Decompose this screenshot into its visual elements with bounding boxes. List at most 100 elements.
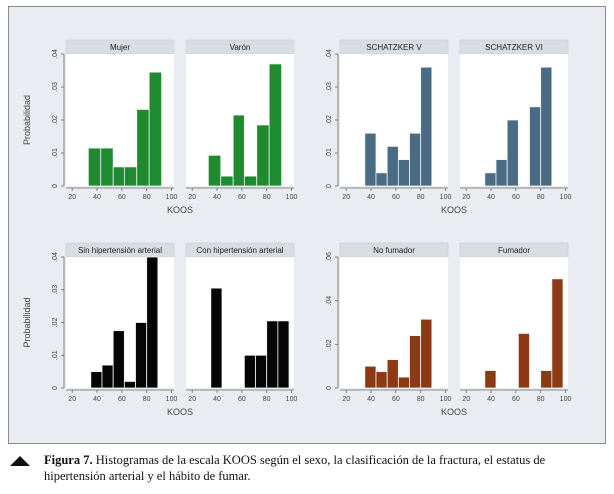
x-tick-label: 60	[118, 194, 126, 201]
x-tick-label: 40	[213, 194, 221, 201]
x-tick-label: 60	[238, 396, 246, 403]
histogram-bar	[123, 381, 136, 389]
histogram-bar	[207, 154, 222, 187]
x-tick-label: 40	[93, 396, 101, 403]
panel-fumador: Fumador 20 40 60 80 100	[459, 242, 572, 403]
histogram-bar	[484, 370, 497, 389]
y-tick-label: .06	[326, 252, 333, 262]
caption-text-block: Figura 7. Histogramas de la escala KOOS …	[44, 452, 604, 484]
histogram-bar	[495, 159, 508, 187]
x-tick-label: 60	[512, 396, 520, 403]
histogram-bar	[420, 318, 433, 389]
x-tick-label: 100	[440, 194, 452, 201]
caption-triangle-icon	[10, 456, 30, 466]
histogram-bar	[135, 322, 148, 389]
panel-sin-hipertensión-arterial: Sin hipertensión arterial 20 40 60 80 100	[65, 242, 177, 403]
histogram-bar	[255, 354, 268, 389]
figure-caption: Figura 7. Histogramas de la escala KOOS …	[10, 452, 604, 484]
x-axis-title: KOOS	[441, 407, 467, 417]
plot-area	[460, 257, 568, 388]
y-tick-label: .01	[52, 148, 59, 158]
histogram-bar	[243, 175, 258, 187]
x-tick-label: 80	[263, 396, 271, 403]
x-tick-label: 100	[440, 396, 452, 403]
y-tick-label: 0	[52, 386, 59, 390]
caption-label: Figura 7.	[44, 453, 93, 467]
histogram-bar	[540, 370, 553, 389]
y-tick-label: 0	[326, 184, 333, 188]
histogram-bar	[148, 71, 162, 187]
panel-title: No fumador	[373, 246, 415, 255]
y-tick-label: .04	[326, 296, 333, 306]
x-tick-label: 80	[417, 194, 425, 201]
panel-title: SCHATZKER V	[366, 43, 422, 52]
x-tick-label: 60	[512, 194, 520, 201]
y-tick-label: 0	[52, 184, 59, 188]
x-tick-label: 40	[213, 396, 221, 403]
x-axis-title: KOOS	[167, 205, 193, 215]
y-tick-label: .02	[326, 339, 333, 349]
x-tick-label: 40	[367, 396, 375, 403]
histogram-bar	[243, 354, 256, 389]
histogram-bar	[397, 376, 410, 389]
x-tick-label: 100	[286, 396, 298, 403]
x-tick-label: 80	[143, 396, 151, 403]
x-tick-label: 40	[487, 396, 495, 403]
histogram-bar	[364, 132, 377, 187]
x-tick-label: 100	[560, 396, 572, 403]
histogram-bar	[540, 66, 553, 187]
x-tick-label: 40	[367, 194, 375, 201]
histogram-bar	[123, 166, 138, 187]
x-tick-label: 80	[143, 194, 151, 201]
y-tick-label: .03	[52, 285, 59, 295]
x-tick-label: 80	[417, 396, 425, 403]
panel-varón: Varón 20 40 60 80 100	[185, 39, 297, 201]
y-tick-label: .02	[326, 115, 333, 125]
x-tick-label: 40	[93, 194, 101, 201]
y-tick-label: .02	[52, 318, 59, 328]
chart-group-1: 0 .01 .02 .03 .04 Probabilidad Mujer 20 40 60 80 10…	[22, 39, 297, 215]
histogram-bar	[420, 66, 433, 187]
y-tick-label: .04	[52, 49, 59, 59]
y-tick-label: 0	[326, 386, 333, 390]
histogram-bar	[268, 63, 282, 187]
histogram-bar	[210, 287, 223, 389]
x-tick-label: 100	[166, 194, 178, 201]
histogram-bar	[101, 364, 114, 389]
panel-title: Mujer	[110, 43, 130, 52]
histogram-bar	[529, 106, 542, 187]
histogram-bar	[90, 371, 103, 389]
x-tick-label: 20	[68, 194, 76, 201]
x-tick-label: 20	[342, 396, 350, 403]
panel-title: Fumador	[498, 246, 530, 255]
histogram-bar	[100, 147, 114, 187]
histogram-bar	[364, 365, 377, 389]
panel-title: Sin hipertensión arterial	[78, 246, 162, 255]
panel-con-hipertensión-arterial: Con hipertensión arterial 20 40 60 80 100	[185, 242, 298, 403]
histogram-bar	[386, 145, 399, 187]
x-tick-label: 80	[537, 194, 545, 201]
histogram-bar	[136, 109, 150, 187]
histogram-bar	[409, 132, 422, 187]
panel-schatzker-v: SCHATZKER V 20 40 60 80 100	[339, 39, 452, 201]
histogram-bar	[112, 166, 125, 187]
y-tick-label: .02	[52, 115, 59, 125]
x-tick-label: 60	[392, 396, 400, 403]
x-axis-title: KOOS	[167, 407, 193, 417]
caption-body: Histogramas de la escala KOOS según el s…	[44, 453, 546, 483]
chart-group-4: 0 .02 .04 .06 No fumador 20 40 60 80 100 Fumador 20…	[326, 242, 572, 417]
y-tick-label: .01	[52, 350, 59, 360]
histogram-bar	[386, 359, 399, 389]
histogram-bar	[277, 320, 290, 389]
y-tick-label: .04	[52, 252, 59, 262]
histogram-bar	[397, 159, 410, 187]
x-tick-label: 20	[188, 194, 196, 201]
y-axis-title: Probabilidad	[22, 297, 32, 347]
histogram-bar	[375, 371, 388, 389]
histogram-bar	[517, 333, 530, 389]
x-tick-label: 20	[462, 194, 470, 201]
x-tick-label: 80	[263, 194, 271, 201]
y-axis-title: Probabilidad	[22, 95, 32, 145]
histogram-bar	[256, 124, 270, 187]
panel-title: Con hipertensión arterial	[196, 246, 283, 255]
